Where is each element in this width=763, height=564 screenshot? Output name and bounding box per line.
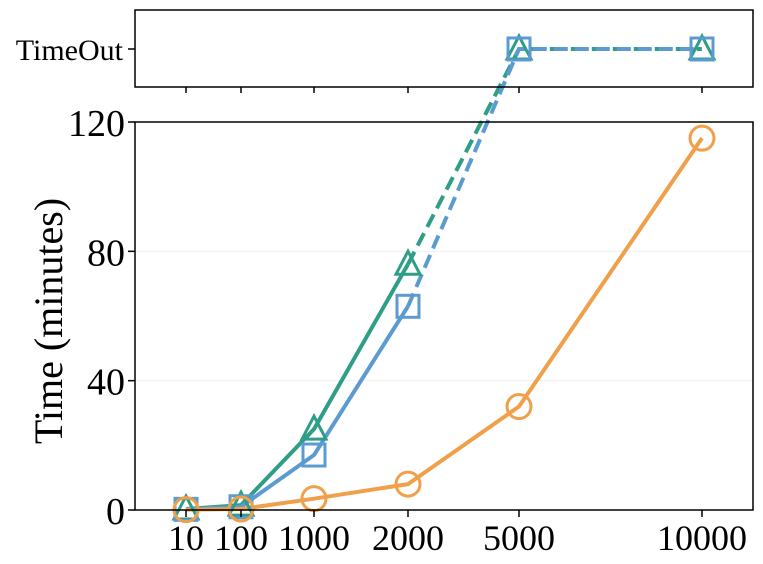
series-1-timeout-line (406, 47, 702, 308)
series-0-point-2 (299, 412, 329, 441)
series-1-point-4 (506, 36, 532, 62)
series-2-point-5 (688, 124, 716, 152)
x-tick-label-2: 1000 (278, 518, 350, 558)
timeout-label: TimeOut (16, 34, 124, 67)
x-tick-label-0: 10 (168, 518, 204, 558)
x-tick-label-3: 2000 (372, 518, 444, 558)
series-2-point-1 (227, 495, 255, 523)
y-tick-label-2: 80 (87, 232, 125, 274)
grid-lines (135, 250, 753, 382)
y-tick-label-1: 40 (87, 362, 125, 404)
series-1-point-3 (395, 293, 421, 319)
x-tick-label-4: 5000 (483, 518, 555, 558)
y-tick-label-0: 0 (106, 491, 125, 533)
series-2-point-4 (505, 393, 533, 421)
axis-labels: 0 40 80 120 TimeOut 10 100 1000 2000 5000 10000 Tim… (16, 34, 747, 558)
y-axis-label: Time (minutes) (26, 198, 71, 444)
series-1-point-5 (689, 36, 715, 62)
series-lines (185, 47, 704, 512)
y-tick-label-3: 120 (68, 103, 125, 145)
series-0-point-3 (393, 248, 423, 276)
x-tick-label-5: 10000 (657, 518, 747, 558)
axis-ticks (128, 48, 703, 517)
main-plot-frame (134, 121, 754, 511)
series-1-point-2 (301, 442, 327, 468)
x-tick-label-1: 100 (214, 518, 268, 558)
series-2-point-3 (394, 470, 422, 498)
